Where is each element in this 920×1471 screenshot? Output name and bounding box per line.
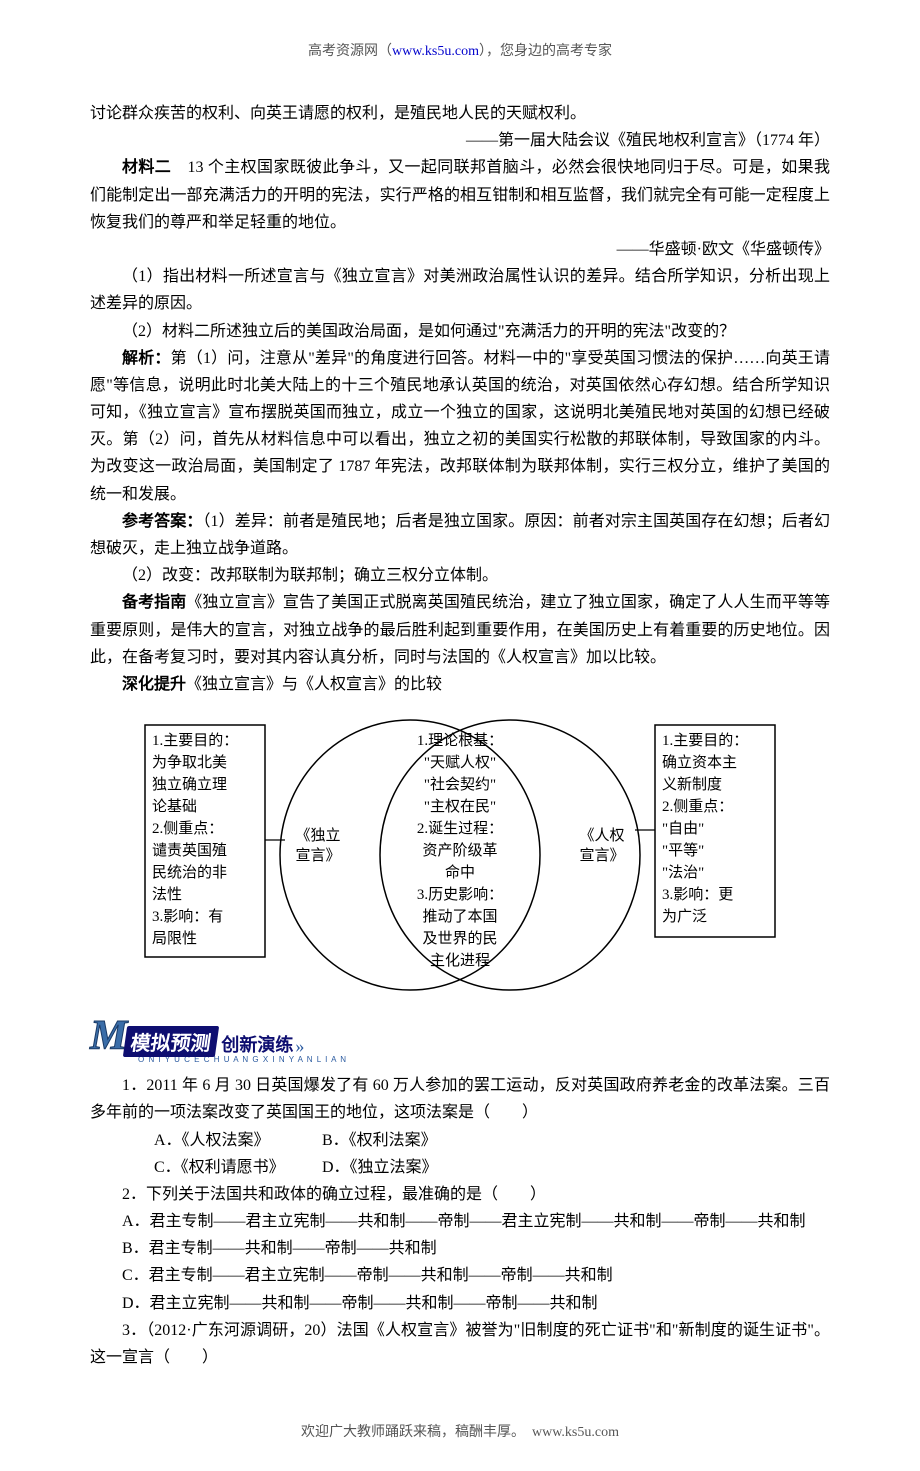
svg-text:论基础: 论基础 (152, 798, 197, 815)
svg-text:义新制度: 义新制度 (662, 776, 722, 793)
answer: （2）改变：改邦联制为联邦制；确立三权分立体制。 (90, 562, 830, 589)
page: 高考资源网（www.ks5u.com），您身边的高考专家 讨论群众疾苦的权利、向… (0, 0, 920, 1471)
paragraph: 材料二 13 个主权国家既彼此争斗，又一起同联邦首脑斗，必然会很快地同归于尽。可… (90, 154, 830, 236)
material-text: 13 个主权国家既彼此争斗，又一起同联邦首脑斗，必然会很快地同归于尽。可是，如果… (90, 159, 830, 230)
section-title: 模拟预测 (123, 1026, 219, 1057)
svg-text:"法治": "法治" (662, 864, 704, 881)
svg-text:2.侧重点：: 2.侧重点： (152, 820, 223, 837)
mc-option: A．君主专制——君主立宪制——共和制——帝制——君主立宪制——共和制——帝制——… (90, 1208, 830, 1235)
svg-text:为争取北美: 为争取北美 (152, 753, 227, 771)
answer: 参考答案：（1）差异：前者是殖民地；后者是独立国家。原因：前者对宗主国英国存在幻… (90, 508, 830, 562)
guide-text: 《独立宣言》宣告了美国正式脱离英国殖民统治，建立了独立国家，确定了人人生而平等等… (90, 594, 830, 665)
footer-text: 欢迎广大教师踊跃来稿，稿酬丰厚。 (301, 1425, 525, 1440)
section-letter-icon: M (90, 1015, 123, 1057)
svg-text:法性: 法性 (152, 886, 182, 903)
mc-option-row: A．《人权法案》B．《权利法案》 (90, 1127, 830, 1154)
citation: ——第一届大陆会议《殖民地权利宣言》（1774 年） (90, 127, 830, 154)
mc-question: 3．（2012·广东河源调研，20）法国《人权宣言》被誉为"旧制度的死亡证书"和… (90, 1317, 830, 1371)
material-label: 材料二 (122, 159, 171, 176)
mc-question: 2．下列关于法国共和政体的确立过程，最准确的是（ ） (90, 1181, 830, 1208)
question: （1）指出材料一所述宣言与《独立宣言》对美洲政治属性认识的差异。结合所学知识，分… (90, 263, 830, 317)
header-text-right: ），您身边的高考专家 (479, 44, 612, 59)
mc-question: 1．2011 年 6 月 30 日英国爆发了有 60 万人参加的罢工运动，反对英… (90, 1072, 830, 1126)
mc-option: A．《人权法案》 (122, 1127, 322, 1154)
guide: 备考指南《独立宣言》宣告了美国正式脱离英国殖民统治，建立了独立国家，确定了人人生… (90, 589, 830, 671)
deepen: 深化提升《独立宣言》与《人权宣言》的比较 (90, 671, 830, 698)
guide-label: 备考指南 (122, 594, 186, 611)
footer-link[interactable]: www.ks5u.com (532, 1425, 619, 1440)
svg-text:资产阶级革: 资产阶级革 (422, 842, 497, 859)
svg-text:1.理论根基：: 1.理论根基： (417, 732, 503, 749)
svg-text:《独立: 《独立 (295, 827, 340, 844)
svg-text:2.诞生过程：: 2.诞生过程： (417, 820, 503, 837)
svg-text:确立资本主: 确立资本主 (662, 754, 737, 771)
mc-option: C．君主专制——君主立宪制——帝制——共和制——帝制——共和制 (90, 1262, 830, 1289)
svg-text:及世界的民: 及世界的民 (422, 930, 497, 947)
svg-text:民统治的非: 民统治的非 (152, 864, 227, 881)
svg-text:独立确立理: 独立确立理 (152, 776, 227, 793)
svg-text:"平等": "平等" (662, 841, 704, 859)
svg-text:宣言》: 宣言》 (295, 847, 340, 864)
svg-text:2.侧重点：: 2.侧重点： (662, 798, 733, 815)
mc-option-row: C．《权利请愿书》D．《独立法案》 (90, 1154, 830, 1181)
analysis: 解析：第（1）问，注意从"差异"的角度进行回答。材料一中的"享受英国习惯法的保护… (90, 345, 830, 508)
header-link[interactable]: www.ks5u.com (392, 44, 479, 59)
analysis-text: 第（1）问，注意从"差异"的角度进行回答。材料一中的"享受英国习惯法的保护……向… (90, 350, 830, 503)
svg-text:"主权在民": "主权在民" (424, 798, 496, 815)
deepen-label: 深化提升 (122, 676, 186, 693)
mc-option: B．君主专制——共和制——帝制——共和制 (90, 1235, 830, 1262)
svg-text:"社会契约": "社会契约" (424, 776, 496, 793)
svg-text:《人权: 《人权 (579, 827, 624, 844)
svg-text:3.影响：有: 3.影响：有 (152, 908, 223, 925)
deepen-text: 《独立宣言》与《人权宣言》的比较 (186, 676, 442, 693)
section-subtitle: 创新演练 (221, 1031, 293, 1057)
svg-text:"天赋人权": "天赋人权" (424, 754, 496, 771)
svg-text:为广泛: 为广泛 (662, 908, 707, 925)
answer-label: 参考答案： (122, 513, 202, 530)
section-header: M 模拟预测 创新演练 » (90, 1015, 830, 1057)
svg-text:"自由": "自由" (662, 820, 704, 837)
svg-text:1.主要目的：: 1.主要目的： (662, 732, 748, 749)
venn-diagram: 《独立宣言》 《人权宣言》 1.主要目的： 为争取北美独立确立理论基础 2.侧重点： 谴责… (140, 710, 780, 1005)
svg-text:宣言》: 宣言》 (579, 847, 624, 864)
svg-text:3.历史影响：: 3.历史影响： (417, 886, 503, 903)
header-text-left: 高考资源网（ (308, 44, 392, 59)
paragraph: 讨论群众疾苦的权利、向英王请愿的权利，是殖民地人民的天赋权利。 (90, 100, 830, 127)
citation: ——华盛顿·欧文《华盛顿传》 (90, 236, 830, 263)
arrow-icon: » (295, 1036, 304, 1057)
analysis-label: 解析： (122, 350, 171, 367)
question: （2）材料二所述独立后的美国政治局面，是如何通过"充满活力的开明的宪法"改变的？ (90, 318, 830, 345)
mc-option: B．《权利法案》 (322, 1132, 437, 1149)
svg-text:局限性: 局限性 (152, 930, 197, 947)
svg-text:3.影响：更: 3.影响：更 (662, 886, 733, 903)
svg-text:命中: 命中 (445, 863, 475, 881)
mc-option: C．《权利请愿书》 (122, 1154, 322, 1181)
svg-text:1.主要目的：: 1.主要目的： (152, 732, 238, 749)
svg-text:谴责英国殖: 谴责英国殖 (152, 841, 227, 859)
page-header: 高考资源网（www.ks5u.com），您身边的高考专家 (90, 40, 830, 60)
page-footer: 欢迎广大教师踊跃来稿，稿酬丰厚。 www.ks5u.com (90, 1421, 830, 1441)
svg-text:推动了本国: 推动了本国 (422, 908, 497, 925)
mc-option: D．《独立法案》 (322, 1159, 438, 1176)
svg-text:主化进程: 主化进程 (430, 952, 490, 969)
section-pinyin: O N I Y U C E C H U A N G X I N Y A N L … (138, 1055, 830, 1064)
mc-option: D．君主立宪制——共和制——帝制——共和制——帝制——共和制 (90, 1290, 830, 1317)
